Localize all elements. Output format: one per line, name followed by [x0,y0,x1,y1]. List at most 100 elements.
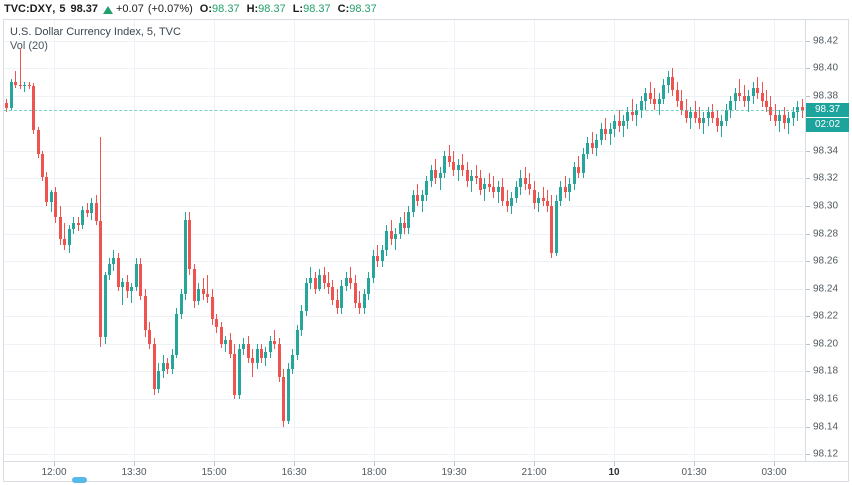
ohlc-close: C:98.37 [338,3,377,15]
candle-body [162,363,165,372]
candlestick-plot[interactable] [4,20,804,461]
candle-body [394,233,397,240]
price-axis-tick [806,96,810,97]
candle-body [707,112,710,118]
gridline-vertical [54,20,55,461]
candle-body [470,175,473,182]
candle-body [390,230,393,240]
candle-wick [20,48,21,89]
time-axis-tick [454,462,455,466]
candle-body [166,363,169,369]
candle-body [363,294,366,309]
candle-body [224,339,227,344]
candle-body [752,87,755,96]
candle-body [524,178,527,184]
candle-body [63,239,66,245]
price-axis-tick [806,68,810,69]
last-price-value: 98.37 [70,2,98,15]
candle-body [37,130,40,154]
candle-body [600,128,603,140]
candle-wick [690,106,691,129]
candle-body [54,192,57,218]
candle-body [77,222,80,226]
candle-body [577,167,580,173]
candle-wick [252,349,253,377]
gridline-horizontal [4,178,804,179]
price-axis-label: 98.20 [813,338,839,350]
gridline-horizontal [4,399,804,400]
time-axis-label: 15:00 [201,467,227,478]
candle-wick [24,82,25,92]
candle-body [698,117,701,124]
candle-wick [359,291,360,314]
candle-body [180,294,183,314]
interval-label[interactable]: 5 [59,2,66,15]
candle-wick [310,266,311,289]
gridline-vertical [534,20,535,461]
candle-body [403,222,406,229]
clock-badge: 02:02 [806,118,849,132]
candle-body [461,164,464,171]
time-axis-date-divider: 10 [608,467,620,478]
candle-wick [462,153,463,176]
candle-body [175,313,178,355]
candle-wick [525,167,526,190]
price-axis-label: 98.30 [813,200,839,212]
candle-body [385,230,388,251]
candle-body [358,302,361,309]
symbol-ticker[interactable]: TVC:DXY [4,2,53,15]
time-axis-label: 21:00 [521,467,547,478]
candle-body [488,183,491,187]
candle-body [416,195,419,201]
candle-body [425,181,428,196]
candle-wick [739,79,740,102]
gridline-horizontal [4,344,804,345]
candle-body [537,197,540,204]
candle-wick [748,90,749,113]
candle-body [340,285,343,309]
candle-body [68,229,71,245]
candle-body [86,210,89,213]
candle-body [59,217,62,240]
candle-body [783,115,786,124]
candle-wick [440,167,441,190]
candle-body [448,156,451,162]
gridline-horizontal [4,96,804,97]
time-axis-label: 01:30 [681,467,707,478]
price-axis-tick [806,206,810,207]
candle-body [14,82,17,85]
candle-body [238,349,241,395]
candle-body [5,102,8,109]
time-axis[interactable]: 12:00 13:30 15:00 16:30 18:00 19:30 21:00 10 01:… [3,462,849,482]
candle-body [662,84,665,99]
candle-body [519,178,522,187]
candle-wick [489,172,490,193]
candle-body [479,178,482,190]
candle-body [229,339,232,354]
time-axis-label: 16:30 [281,467,307,478]
chart-frame: U.S. Dollar Currency Index, 5, TVC Vol (… [3,19,849,462]
candle-body [501,186,504,201]
gridline-horizontal [4,151,804,152]
price-axis[interactable]: 98.42 98.40 98.38 98.34 98.32 98.30 98.28 98.26… [805,20,849,461]
candle-body [622,120,625,127]
candle-body [327,283,330,288]
gridline-vertical [694,20,695,461]
candle-body [635,109,638,116]
candle-body [747,95,750,102]
price-axis-label: 98.12 [813,448,839,460]
candle-body [305,283,308,311]
quote-bar: TVC:DXY, 5 98.37 +0.07 (+0.07%) O:98.37 … [0,0,852,17]
candle-body [220,327,223,344]
candle-body [32,86,35,131]
candle-wick [659,93,660,116]
candle-body [787,117,790,124]
candle-body [725,109,728,121]
candle-wick [636,104,637,127]
scroll-handle-pill[interactable] [72,477,87,483]
candle-body [680,101,683,110]
price-axis-tick [806,151,810,152]
candle-body [765,101,768,107]
candle-wick [225,335,226,353]
price-axis-tick [806,399,810,400]
